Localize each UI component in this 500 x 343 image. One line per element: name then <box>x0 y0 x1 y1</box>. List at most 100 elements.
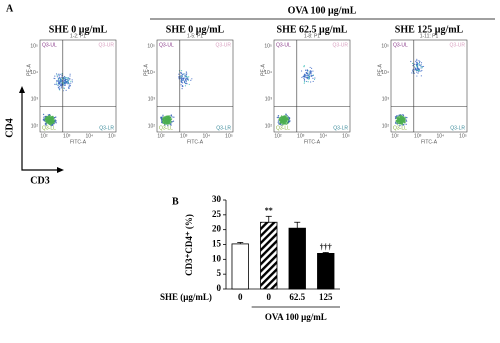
event-dot <box>165 123 168 125</box>
event-dot <box>280 119 283 121</box>
event-dot <box>282 119 284 121</box>
event-dot <box>60 73 62 76</box>
event-dot <box>191 78 193 80</box>
event-dot <box>70 82 72 84</box>
event-dot <box>58 85 60 88</box>
event-dot <box>69 75 71 77</box>
event-dot <box>403 123 405 126</box>
event-dot <box>289 120 291 122</box>
x-tick-label: 10⁴ <box>319 133 327 139</box>
event-dot <box>312 70 314 72</box>
event-dot <box>187 79 189 81</box>
event-dot <box>181 75 183 77</box>
x-axis-label: FITC-A <box>421 139 438 145</box>
event-dot <box>417 69 419 71</box>
event-dot <box>400 118 402 120</box>
event-dot <box>416 61 418 63</box>
y-tick-label: 10⁴ <box>381 70 389 76</box>
bar <box>317 252 335 290</box>
y-axis-label: CD3⁺CD4⁺ (%) <box>184 214 194 276</box>
event-dot <box>402 118 404 121</box>
y-tick-label: 20 <box>212 224 222 234</box>
quadrant-label: Q3-UL <box>393 42 408 48</box>
event-dot <box>417 68 419 70</box>
event-dot <box>188 76 190 78</box>
event-dot <box>417 71 420 73</box>
event-dot <box>65 89 67 91</box>
x-tick-label: 10⁴ <box>436 133 444 139</box>
event-dot <box>421 67 423 69</box>
event-dot <box>63 87 65 90</box>
event-dot <box>186 77 188 79</box>
event-dot <box>166 118 169 120</box>
event-dot <box>413 72 416 74</box>
event-dot <box>53 119 56 122</box>
event-dot <box>281 115 283 118</box>
event-dot <box>277 116 280 119</box>
event-dot <box>60 80 62 82</box>
event-dot <box>181 88 183 90</box>
event-dot <box>48 123 51 125</box>
event-dot <box>403 121 405 123</box>
event-dot <box>57 79 60 81</box>
event-dot <box>283 118 285 120</box>
event-dot <box>55 73 58 75</box>
event-dot <box>168 119 171 121</box>
event-dot <box>186 72 188 74</box>
event-dot <box>404 120 406 123</box>
sample-label: 1-11: P1 <box>420 33 439 39</box>
event-dot <box>71 79 73 81</box>
event-dot <box>303 77 305 80</box>
quadrant-label: Q3-LR <box>99 125 114 131</box>
event-dot <box>412 69 414 71</box>
event-dot <box>418 63 421 65</box>
event-dot <box>67 87 70 89</box>
x-tick-label: 62.5 <box>289 292 305 302</box>
event-dot <box>305 76 308 79</box>
event-dot <box>71 81 73 83</box>
event-dot <box>56 80 58 82</box>
event-dot <box>310 72 313 74</box>
event-dot <box>163 119 166 122</box>
event-dot <box>67 81 69 83</box>
event-dot <box>47 119 49 122</box>
event-dot <box>165 118 167 121</box>
event-dot <box>168 117 170 120</box>
event-dot <box>420 62 423 64</box>
x-tick-label: 10⁴ <box>202 133 210 139</box>
event-dot <box>398 120 401 122</box>
event-dot <box>57 78 59 80</box>
event-dot <box>281 121 284 123</box>
event-dot <box>421 65 423 68</box>
event-dot <box>180 70 183 72</box>
x-tick-label: 10³ <box>297 133 305 139</box>
event-dot <box>402 114 405 117</box>
x-tick-label: 10² <box>391 133 399 139</box>
event-dot <box>420 65 422 68</box>
event-dot <box>61 75 63 77</box>
event-dot <box>185 82 188 84</box>
event-dot <box>50 124 53 127</box>
event-dot <box>63 83 65 85</box>
event-dot <box>68 79 70 81</box>
event-dot <box>61 82 63 84</box>
event-dot <box>68 83 70 85</box>
event-dot <box>420 64 422 66</box>
x-tick-label: 10² <box>40 133 48 139</box>
event-dot <box>161 118 163 121</box>
y-tick-label: 5 <box>217 268 222 278</box>
event-dot <box>161 121 163 123</box>
quadrant-label: Q3-UL <box>42 42 57 48</box>
quadrant-label: Q3-LL <box>159 125 173 131</box>
event-dot <box>52 117 54 119</box>
y-axis-label: PE-A <box>26 64 32 76</box>
event-dot <box>58 75 60 77</box>
event-dot <box>404 117 406 119</box>
event-dot <box>180 80 182 82</box>
event-dot <box>64 84 66 86</box>
event-dot <box>180 81 182 83</box>
event-dot <box>57 84 59 86</box>
event-dot <box>412 70 414 73</box>
event-dot <box>64 77 66 79</box>
y-tick-label: 10⁴ <box>147 70 155 76</box>
